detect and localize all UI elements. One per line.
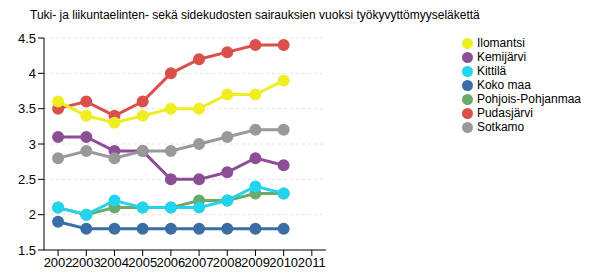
svg-text:2008: 2008 bbox=[213, 255, 242, 270]
svg-text:2002: 2002 bbox=[44, 255, 73, 270]
svg-text:2009: 2009 bbox=[241, 255, 270, 270]
svg-text:3: 3 bbox=[29, 137, 36, 152]
svg-text:4: 4 bbox=[29, 66, 36, 81]
svg-text:2.5: 2.5 bbox=[18, 172, 36, 187]
html-text:Tuki- ja liikuntaelinten- sekä: Tuki- ja liikuntaelinten- sekä sidekudos… bbox=[30, 8, 480, 22]
svg-text:2: 2 bbox=[29, 207, 36, 222]
svg-text:2006: 2006 bbox=[156, 255, 185, 270]
svg-text:2007: 2007 bbox=[185, 255, 214, 270]
html-text:Kittilä: Kittilä bbox=[476, 64, 507, 78]
html-text:Kemijärvi: Kemijärvi bbox=[476, 50, 527, 64]
svg-text:2005: 2005 bbox=[128, 255, 157, 270]
svg-text:2004: 2004 bbox=[100, 255, 129, 270]
html-text:Sotkamo: Sotkamo bbox=[476, 120, 525, 134]
html-text:Ilomantsi: Ilomantsi bbox=[476, 36, 525, 50]
svg-text:2011: 2011 bbox=[298, 255, 326, 270]
svg-text:2003: 2003 bbox=[72, 255, 101, 270]
svg-text:3.5: 3.5 bbox=[18, 101, 36, 116]
svg-text:1.5: 1.5 bbox=[18, 243, 36, 258]
svg-text:2010: 2010 bbox=[269, 255, 298, 270]
html-text:Pohjois-Pohjanmaa: Pohjois-Pohjanmaa bbox=[476, 92, 581, 106]
svg-text:4.5: 4.5 bbox=[18, 31, 36, 46]
html-text:Koko maa: Koko maa bbox=[476, 78, 531, 92]
html-text:Pudasjärvi: Pudasjärvi bbox=[476, 106, 533, 120]
